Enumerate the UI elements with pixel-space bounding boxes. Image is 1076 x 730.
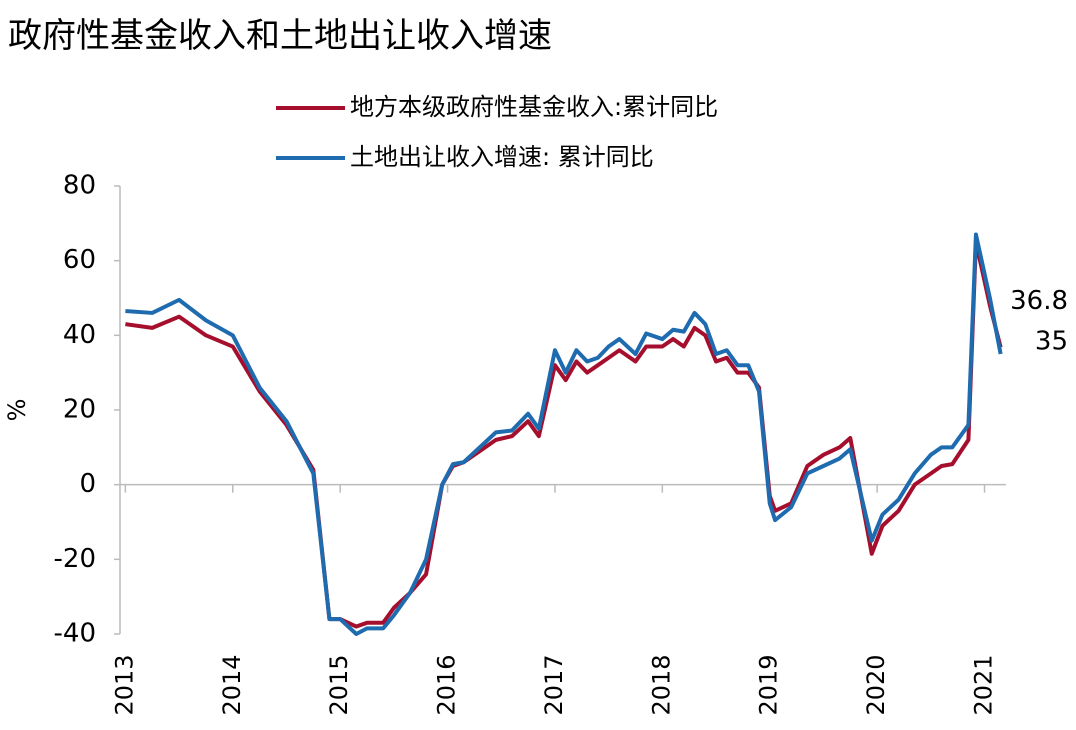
y-tick-label: -40 bbox=[54, 619, 96, 649]
x-tick-label: 2014 bbox=[218, 654, 246, 715]
y-tick-label: -20 bbox=[54, 544, 96, 574]
series-line bbox=[125, 240, 1003, 629]
legend-label: 地方本级政府性基金收入:累计同比 bbox=[350, 93, 718, 121]
chart-title: 政府性基金收入和土地出让收入增速 bbox=[8, 16, 552, 56]
x-tick-label: 2018 bbox=[647, 654, 675, 715]
end-value-label: 35 bbox=[1035, 327, 1068, 357]
y-tick-label: 0 bbox=[79, 469, 96, 499]
x-tick-label: 2015 bbox=[325, 654, 353, 715]
x-tick-label: 2019 bbox=[755, 654, 783, 715]
y-tick-label: 80 bbox=[63, 171, 96, 201]
x-tick-label: 2020 bbox=[862, 654, 890, 715]
x-tick-label: 2013 bbox=[110, 654, 138, 715]
series-line bbox=[125, 232, 1003, 636]
end-value-label: 36.8 bbox=[1010, 286, 1068, 316]
y-tick-label: 20 bbox=[63, 395, 96, 425]
y-tick-label: 40 bbox=[63, 320, 96, 350]
x-tick-label: 2017 bbox=[540, 654, 568, 715]
x-tick-label: 2021 bbox=[970, 654, 998, 715]
legend-label: 土地出让收入增速: 累计同比 bbox=[350, 143, 654, 171]
y-tick-label: 60 bbox=[63, 245, 96, 275]
y-axis-label: % bbox=[3, 399, 31, 422]
x-tick-label: 2016 bbox=[433, 654, 461, 715]
